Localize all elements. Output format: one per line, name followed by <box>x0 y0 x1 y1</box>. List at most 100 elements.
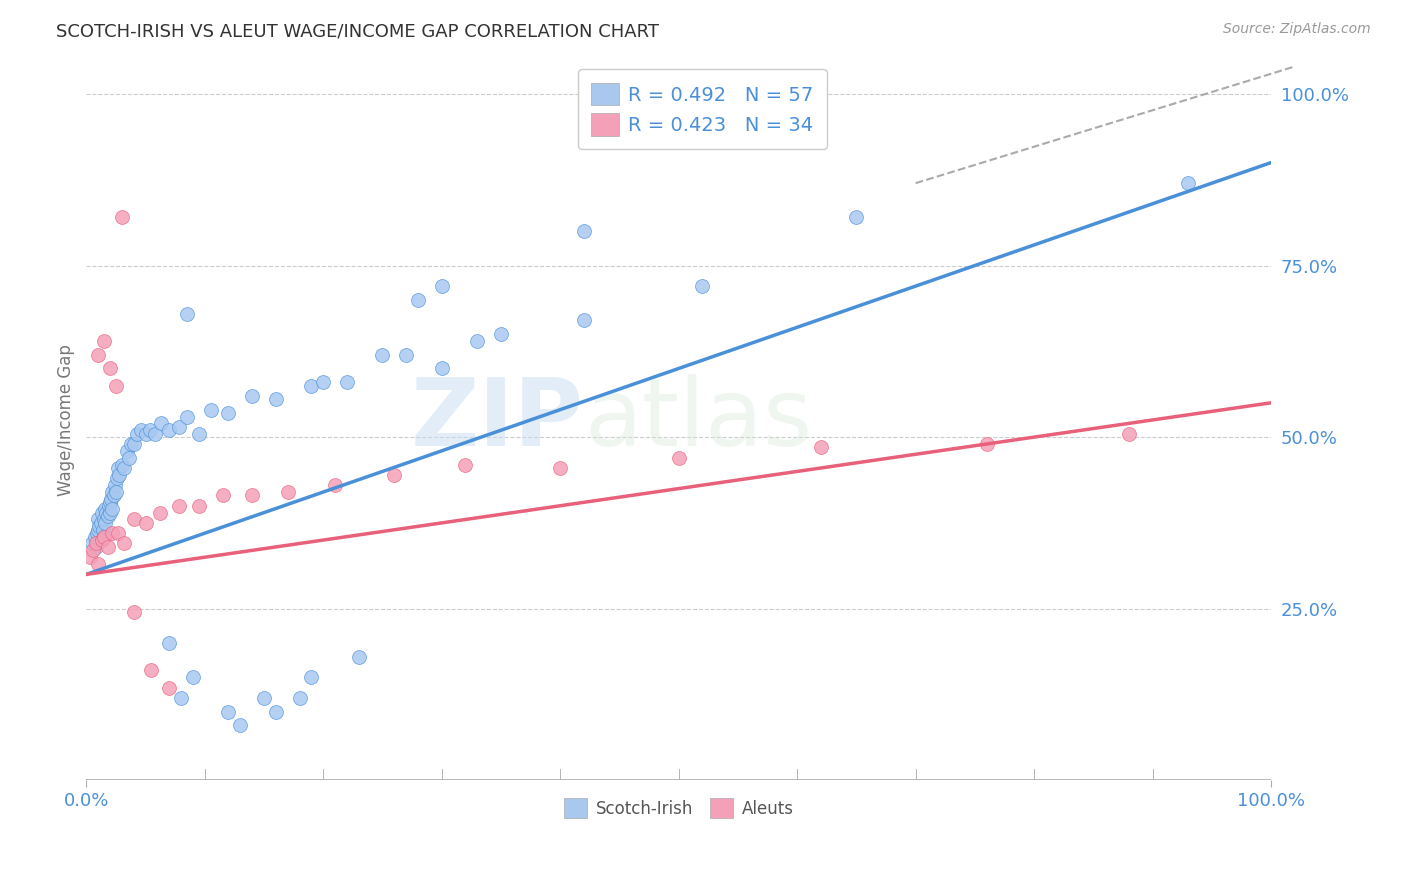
Point <box>89 516 111 530</box>
Point <box>90 506 112 520</box>
Point <box>108 467 131 482</box>
Point <box>200 402 222 417</box>
Point <box>264 705 287 719</box>
Point <box>336 375 359 389</box>
Point <box>167 419 190 434</box>
Point <box>93 512 115 526</box>
Point <box>127 426 149 441</box>
Point <box>122 512 145 526</box>
Point <box>107 461 129 475</box>
Point <box>139 423 162 437</box>
Point <box>371 348 394 362</box>
Text: ZIP: ZIP <box>411 374 583 466</box>
Point <box>312 375 335 389</box>
Point <box>277 485 299 500</box>
Point <box>299 378 322 392</box>
Point <box>87 557 110 571</box>
Point <box>135 516 157 530</box>
Point <box>100 491 122 506</box>
Point <box>382 467 405 482</box>
Point <box>692 279 714 293</box>
Point <box>430 361 453 376</box>
Point <box>112 536 135 550</box>
Point <box>98 361 121 376</box>
Point <box>323 478 346 492</box>
Point <box>217 705 239 719</box>
Point <box>157 681 180 695</box>
Point <box>111 211 134 225</box>
Text: Source: ZipAtlas.com: Source: ZipAtlas.com <box>1223 22 1371 37</box>
Legend: Scotch-Irish, Aleuts: Scotch-Irish, Aleuts <box>555 790 801 826</box>
Point <box>105 471 128 485</box>
Point <box>83 530 105 544</box>
Point <box>87 512 110 526</box>
Point <box>93 530 115 544</box>
Point <box>104 378 127 392</box>
Point <box>94 502 117 516</box>
Point <box>668 450 690 465</box>
Point <box>93 530 115 544</box>
Point <box>976 437 998 451</box>
Point <box>129 423 152 437</box>
Point <box>810 441 832 455</box>
Point <box>87 348 110 362</box>
Point <box>395 348 418 362</box>
Point <box>406 293 429 307</box>
Point <box>157 423 180 437</box>
Point <box>104 478 127 492</box>
Point <box>79 550 101 565</box>
Point <box>107 526 129 541</box>
Point <box>101 485 124 500</box>
Point <box>82 543 104 558</box>
Point <box>97 499 120 513</box>
Point <box>93 334 115 348</box>
Point <box>87 523 110 537</box>
Point <box>122 437 145 451</box>
Point <box>240 389 263 403</box>
Point <box>98 506 121 520</box>
Text: SCOTCH-IRISH VS ALEUT WAGE/INCOME GAP CORRELATION CHART: SCOTCH-IRISH VS ALEUT WAGE/INCOME GAP CO… <box>56 22 659 40</box>
Point <box>1177 176 1199 190</box>
Point <box>176 307 198 321</box>
Point <box>82 536 104 550</box>
Point <box>143 426 166 441</box>
Point <box>120 437 142 451</box>
Point <box>176 409 198 424</box>
Point <box>1118 426 1140 441</box>
Point <box>187 426 209 441</box>
Point <box>572 224 595 238</box>
Point <box>170 690 193 705</box>
Point <box>240 488 263 502</box>
Point <box>101 502 124 516</box>
Point <box>187 499 209 513</box>
Point <box>122 605 145 619</box>
Point <box>181 670 204 684</box>
Point <box>91 523 114 537</box>
Point <box>141 664 163 678</box>
Point <box>115 443 138 458</box>
Point <box>97 509 120 524</box>
Point <box>90 533 112 547</box>
Point <box>465 334 488 348</box>
Point <box>149 506 172 520</box>
Text: atlas: atlas <box>583 374 813 466</box>
Point <box>111 458 134 472</box>
Point <box>211 488 233 502</box>
Point <box>104 485 127 500</box>
Point <box>548 461 571 475</box>
Point <box>84 540 107 554</box>
Point <box>90 533 112 547</box>
Y-axis label: Wage/Income Gap: Wage/Income Gap <box>58 344 75 496</box>
Point <box>264 392 287 407</box>
Point <box>288 690 311 705</box>
Point <box>157 636 180 650</box>
Point <box>229 718 252 732</box>
Point <box>96 506 118 520</box>
Point <box>430 279 453 293</box>
Point <box>347 649 370 664</box>
Point <box>103 488 125 502</box>
Point <box>489 327 512 342</box>
Point <box>94 516 117 530</box>
Point <box>149 417 172 431</box>
Point <box>299 670 322 684</box>
